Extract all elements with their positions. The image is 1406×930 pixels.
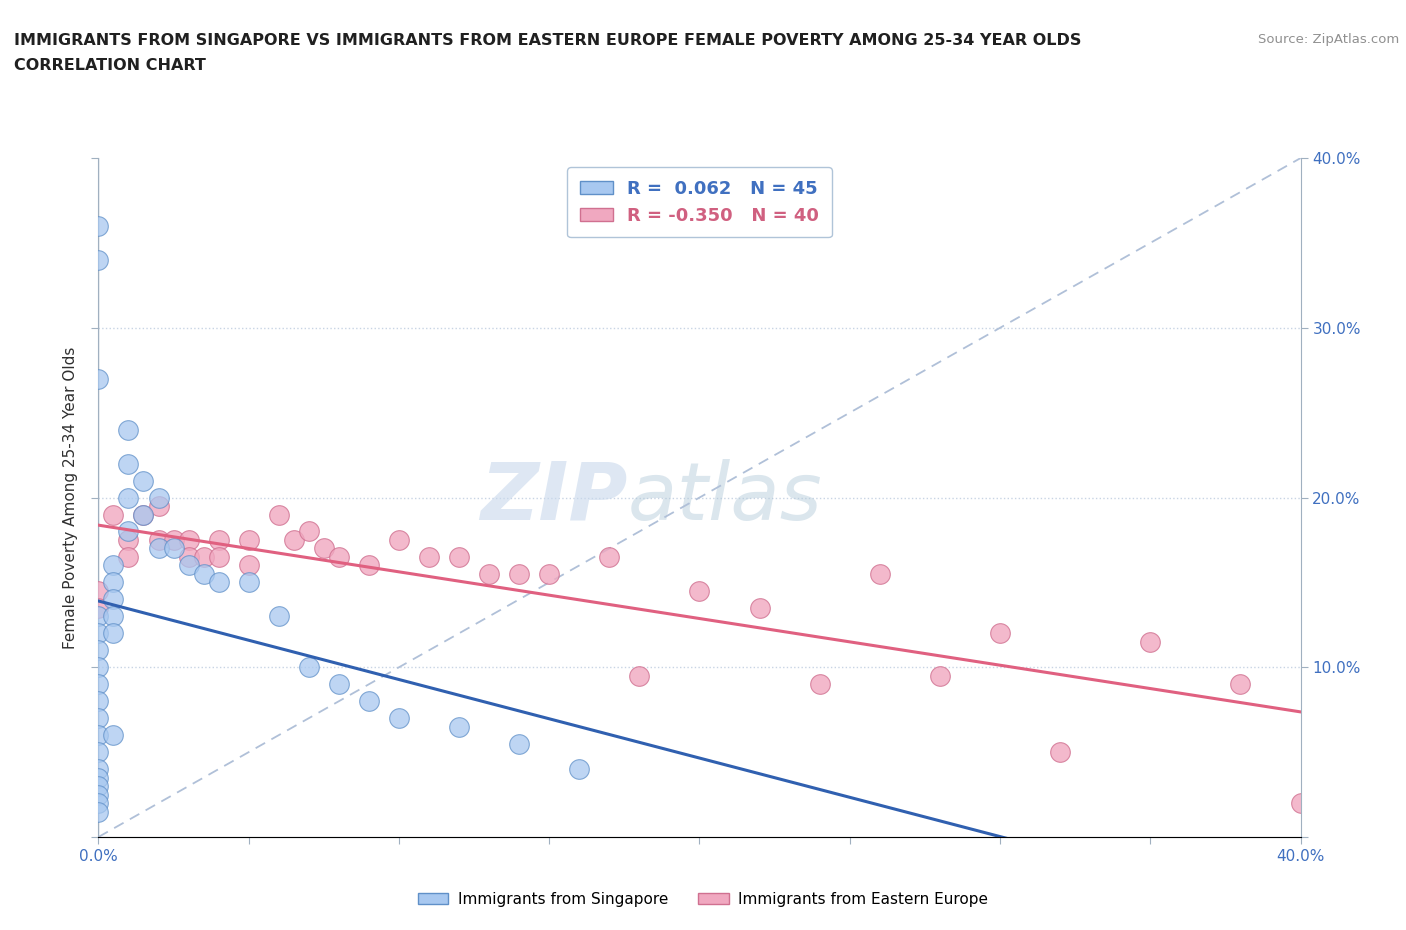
Point <box>628 669 651 684</box>
Y-axis label: Female Poverty Among 25-34 Year Olds: Female Poverty Among 25-34 Year Olds <box>63 346 79 649</box>
Point <box>238 558 260 573</box>
Point <box>87 694 110 709</box>
Legend: R =  0.062   N = 45, R = -0.350   N = 40: R = 0.062 N = 45, R = -0.350 N = 40 <box>568 167 831 237</box>
Point <box>238 575 260 590</box>
Point <box>87 804 110 819</box>
Point <box>508 737 530 751</box>
Point <box>298 660 321 675</box>
Point <box>103 592 125 607</box>
Point <box>238 533 260 548</box>
Point <box>748 601 770 616</box>
Point <box>1229 677 1251 692</box>
Point <box>283 533 305 548</box>
Point <box>808 677 831 692</box>
Point <box>208 533 231 548</box>
Point <box>267 507 290 522</box>
Point <box>87 219 110 233</box>
Point <box>208 550 231 565</box>
Point <box>87 711 110 725</box>
Point <box>298 525 321 539</box>
Point <box>117 550 139 565</box>
Point <box>103 558 125 573</box>
Point <box>267 609 290 624</box>
Point <box>132 507 155 522</box>
Point <box>1139 634 1161 649</box>
Point <box>87 660 110 675</box>
Point <box>87 643 110 658</box>
Point <box>87 583 110 598</box>
Point <box>148 533 170 548</box>
Point <box>117 525 139 539</box>
Point <box>87 601 110 616</box>
Point <box>508 566 530 581</box>
Point <box>103 575 125 590</box>
Text: IMMIGRANTS FROM SINGAPORE VS IMMIGRANTS FROM EASTERN EUROPE FEMALE POVERTY AMONG: IMMIGRANTS FROM SINGAPORE VS IMMIGRANTS … <box>14 33 1081 47</box>
Point <box>103 727 125 742</box>
Point <box>87 727 110 742</box>
Point <box>148 498 170 513</box>
Point <box>869 566 891 581</box>
Point <box>447 719 470 734</box>
Point <box>162 533 184 548</box>
Point <box>447 550 470 565</box>
Point <box>328 677 350 692</box>
Point <box>312 541 335 556</box>
Point <box>87 796 110 811</box>
Point <box>357 694 380 709</box>
Point <box>87 778 110 793</box>
Point <box>538 566 561 581</box>
Point <box>388 711 411 725</box>
Point <box>357 558 380 573</box>
Point <box>87 787 110 802</box>
Point <box>388 533 411 548</box>
Point <box>87 252 110 268</box>
Point <box>1049 745 1071 760</box>
Point <box>117 422 139 437</box>
Point <box>929 669 952 684</box>
Point <box>117 490 139 505</box>
Point <box>328 550 350 565</box>
Point <box>177 550 200 565</box>
Point <box>117 457 139 472</box>
Point <box>87 762 110 777</box>
Point <box>418 550 440 565</box>
Point <box>177 533 200 548</box>
Point <box>1289 796 1312 811</box>
Point <box>177 558 200 573</box>
Point <box>87 371 110 386</box>
Point <box>598 550 620 565</box>
Point <box>103 626 125 641</box>
Legend: Immigrants from Singapore, Immigrants from Eastern Europe: Immigrants from Singapore, Immigrants fr… <box>412 886 994 913</box>
Text: ZIP: ZIP <box>479 458 627 537</box>
Point <box>87 677 110 692</box>
Point <box>689 583 711 598</box>
Point <box>193 550 215 565</box>
Point <box>568 762 591 777</box>
Point <box>103 609 125 624</box>
Point <box>148 490 170 505</box>
Point <box>87 770 110 785</box>
Text: Source: ZipAtlas.com: Source: ZipAtlas.com <box>1258 33 1399 46</box>
Point <box>988 626 1011 641</box>
Point <box>117 533 139 548</box>
Point <box>162 541 184 556</box>
Point <box>132 507 155 522</box>
Point <box>193 566 215 581</box>
Text: atlas: atlas <box>627 458 823 537</box>
Point <box>148 541 170 556</box>
Point <box>87 626 110 641</box>
Text: CORRELATION CHART: CORRELATION CHART <box>14 58 205 73</box>
Point <box>87 745 110 760</box>
Point <box>87 609 110 624</box>
Point <box>132 473 155 488</box>
Point <box>208 575 231 590</box>
Point <box>478 566 501 581</box>
Point <box>103 507 125 522</box>
